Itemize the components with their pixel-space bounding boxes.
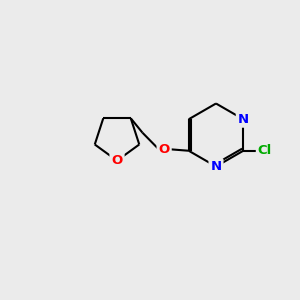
Text: O: O	[111, 154, 123, 167]
Text: O: O	[158, 143, 170, 156]
Text: Cl: Cl	[258, 144, 272, 157]
Text: N: N	[210, 160, 222, 173]
Text: N: N	[238, 113, 249, 126]
